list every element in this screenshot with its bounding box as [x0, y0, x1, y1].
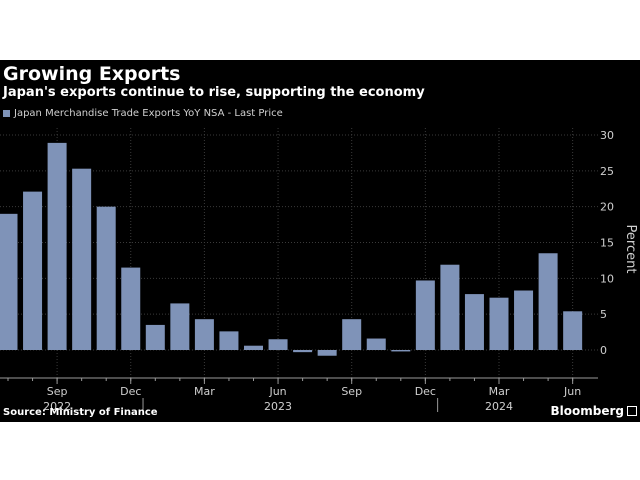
bar [219, 331, 239, 350]
bar [145, 324, 165, 350]
x-tick-label: Jun [268, 385, 286, 398]
legend-label: Japan Merchandise Trade Exports YoY NSA … [14, 108, 283, 119]
y-tick-label: 5 [600, 308, 607, 321]
bloomberg-logo: Bloomberg [550, 404, 625, 418]
bar [317, 350, 337, 356]
bar [23, 191, 43, 350]
bar [440, 264, 460, 350]
bar [342, 319, 362, 350]
source-note: Source: Ministry of Finance [3, 407, 158, 418]
y-tick-label: 10 [600, 272, 614, 285]
x-tick-label: Dec [120, 385, 141, 398]
y-tick-label: 20 [600, 201, 614, 214]
bar [121, 267, 141, 350]
x-year-label: 2022 [43, 400, 71, 413]
bar [489, 297, 509, 350]
x-year-label: 2024 [485, 400, 513, 413]
bar-chart: 0 5 10 15 20 25 30 Sep Dec Mar Jun Sep Dec Mar Jun 2022… [0, 128, 638, 413]
bar [170, 303, 190, 350]
x-tick-label: Sep [341, 385, 362, 398]
y-tick-label: 0 [600, 344, 607, 357]
bar [47, 142, 67, 350]
bloomberg-terminal-icon [627, 406, 637, 416]
bar [96, 206, 116, 350]
x-tick-label: Sep [47, 385, 68, 398]
y-tick-label: 15 [600, 237, 614, 250]
bar [563, 311, 583, 350]
x-tick-label: Dec [415, 385, 436, 398]
bars-layer [0, 142, 583, 356]
chart-subtitle: Japan's exports continue to rise, suppor… [3, 85, 425, 100]
legend-swatch [3, 110, 10, 117]
bar [464, 294, 484, 350]
axis-layer: 0 5 10 15 20 25 30 Sep Dec Mar Jun Sep Dec Mar Jun 2022… [0, 129, 614, 413]
x-tick-label: Jun [563, 385, 581, 398]
x-year-label: 2023 [264, 400, 292, 413]
bar [293, 350, 313, 353]
bar [391, 350, 411, 352]
bar [0, 213, 18, 350]
y-tick-label: 25 [600, 165, 614, 178]
bar [268, 339, 288, 350]
x-tick-label: Mar [194, 385, 215, 398]
bar [415, 280, 435, 350]
bar [244, 345, 263, 350]
bar [72, 168, 92, 350]
bar [366, 338, 386, 350]
bar [194, 319, 214, 350]
bar [514, 290, 534, 350]
y-tick-label: 30 [600, 129, 614, 142]
chart-panel: Growing Exports Japan's exports continue… [0, 60, 640, 422]
x-tick-label: Mar [489, 385, 510, 398]
chart-title: Growing Exports [3, 63, 181, 85]
legend: Japan Merchandise Trade Exports YoY NSA … [3, 108, 283, 119]
y-axis-label: Percent [623, 225, 638, 274]
bar [538, 253, 558, 350]
